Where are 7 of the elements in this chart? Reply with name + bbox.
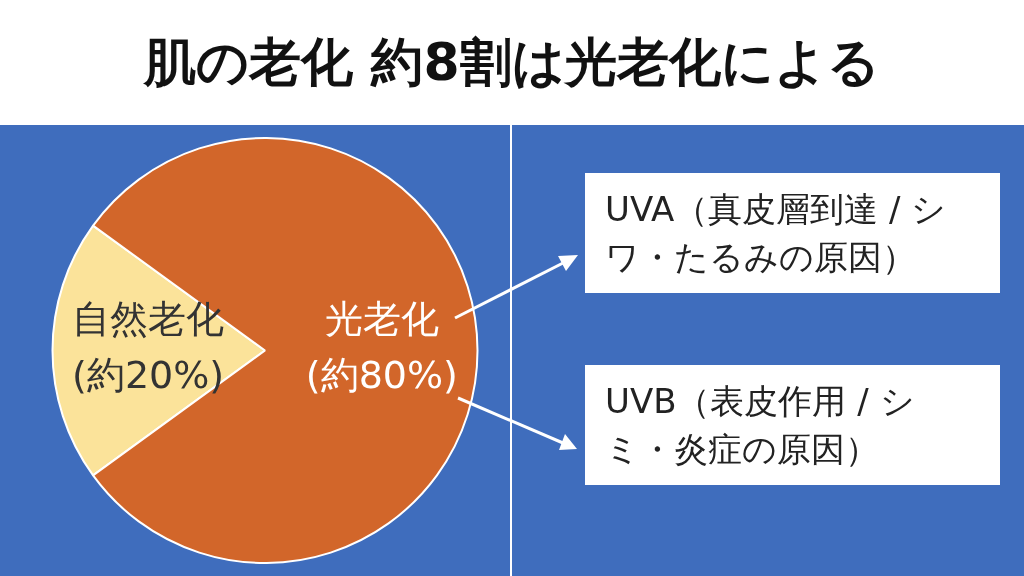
slice-label: 自然老化: [72, 297, 225, 342]
text: UVA（真皮層到達 / シワ・たるみの原因）: [585, 173, 1000, 293]
chart-title: 肌の老化 約8割は光老化による: [0, 0, 1024, 125]
data-label: (約80%): [305, 353, 458, 398]
text: UVB（表皮作用 / シミ・炎症の原因）: [585, 365, 1000, 485]
slice-label: 光老化: [324, 297, 439, 342]
data-label: (約20%): [72, 353, 225, 398]
